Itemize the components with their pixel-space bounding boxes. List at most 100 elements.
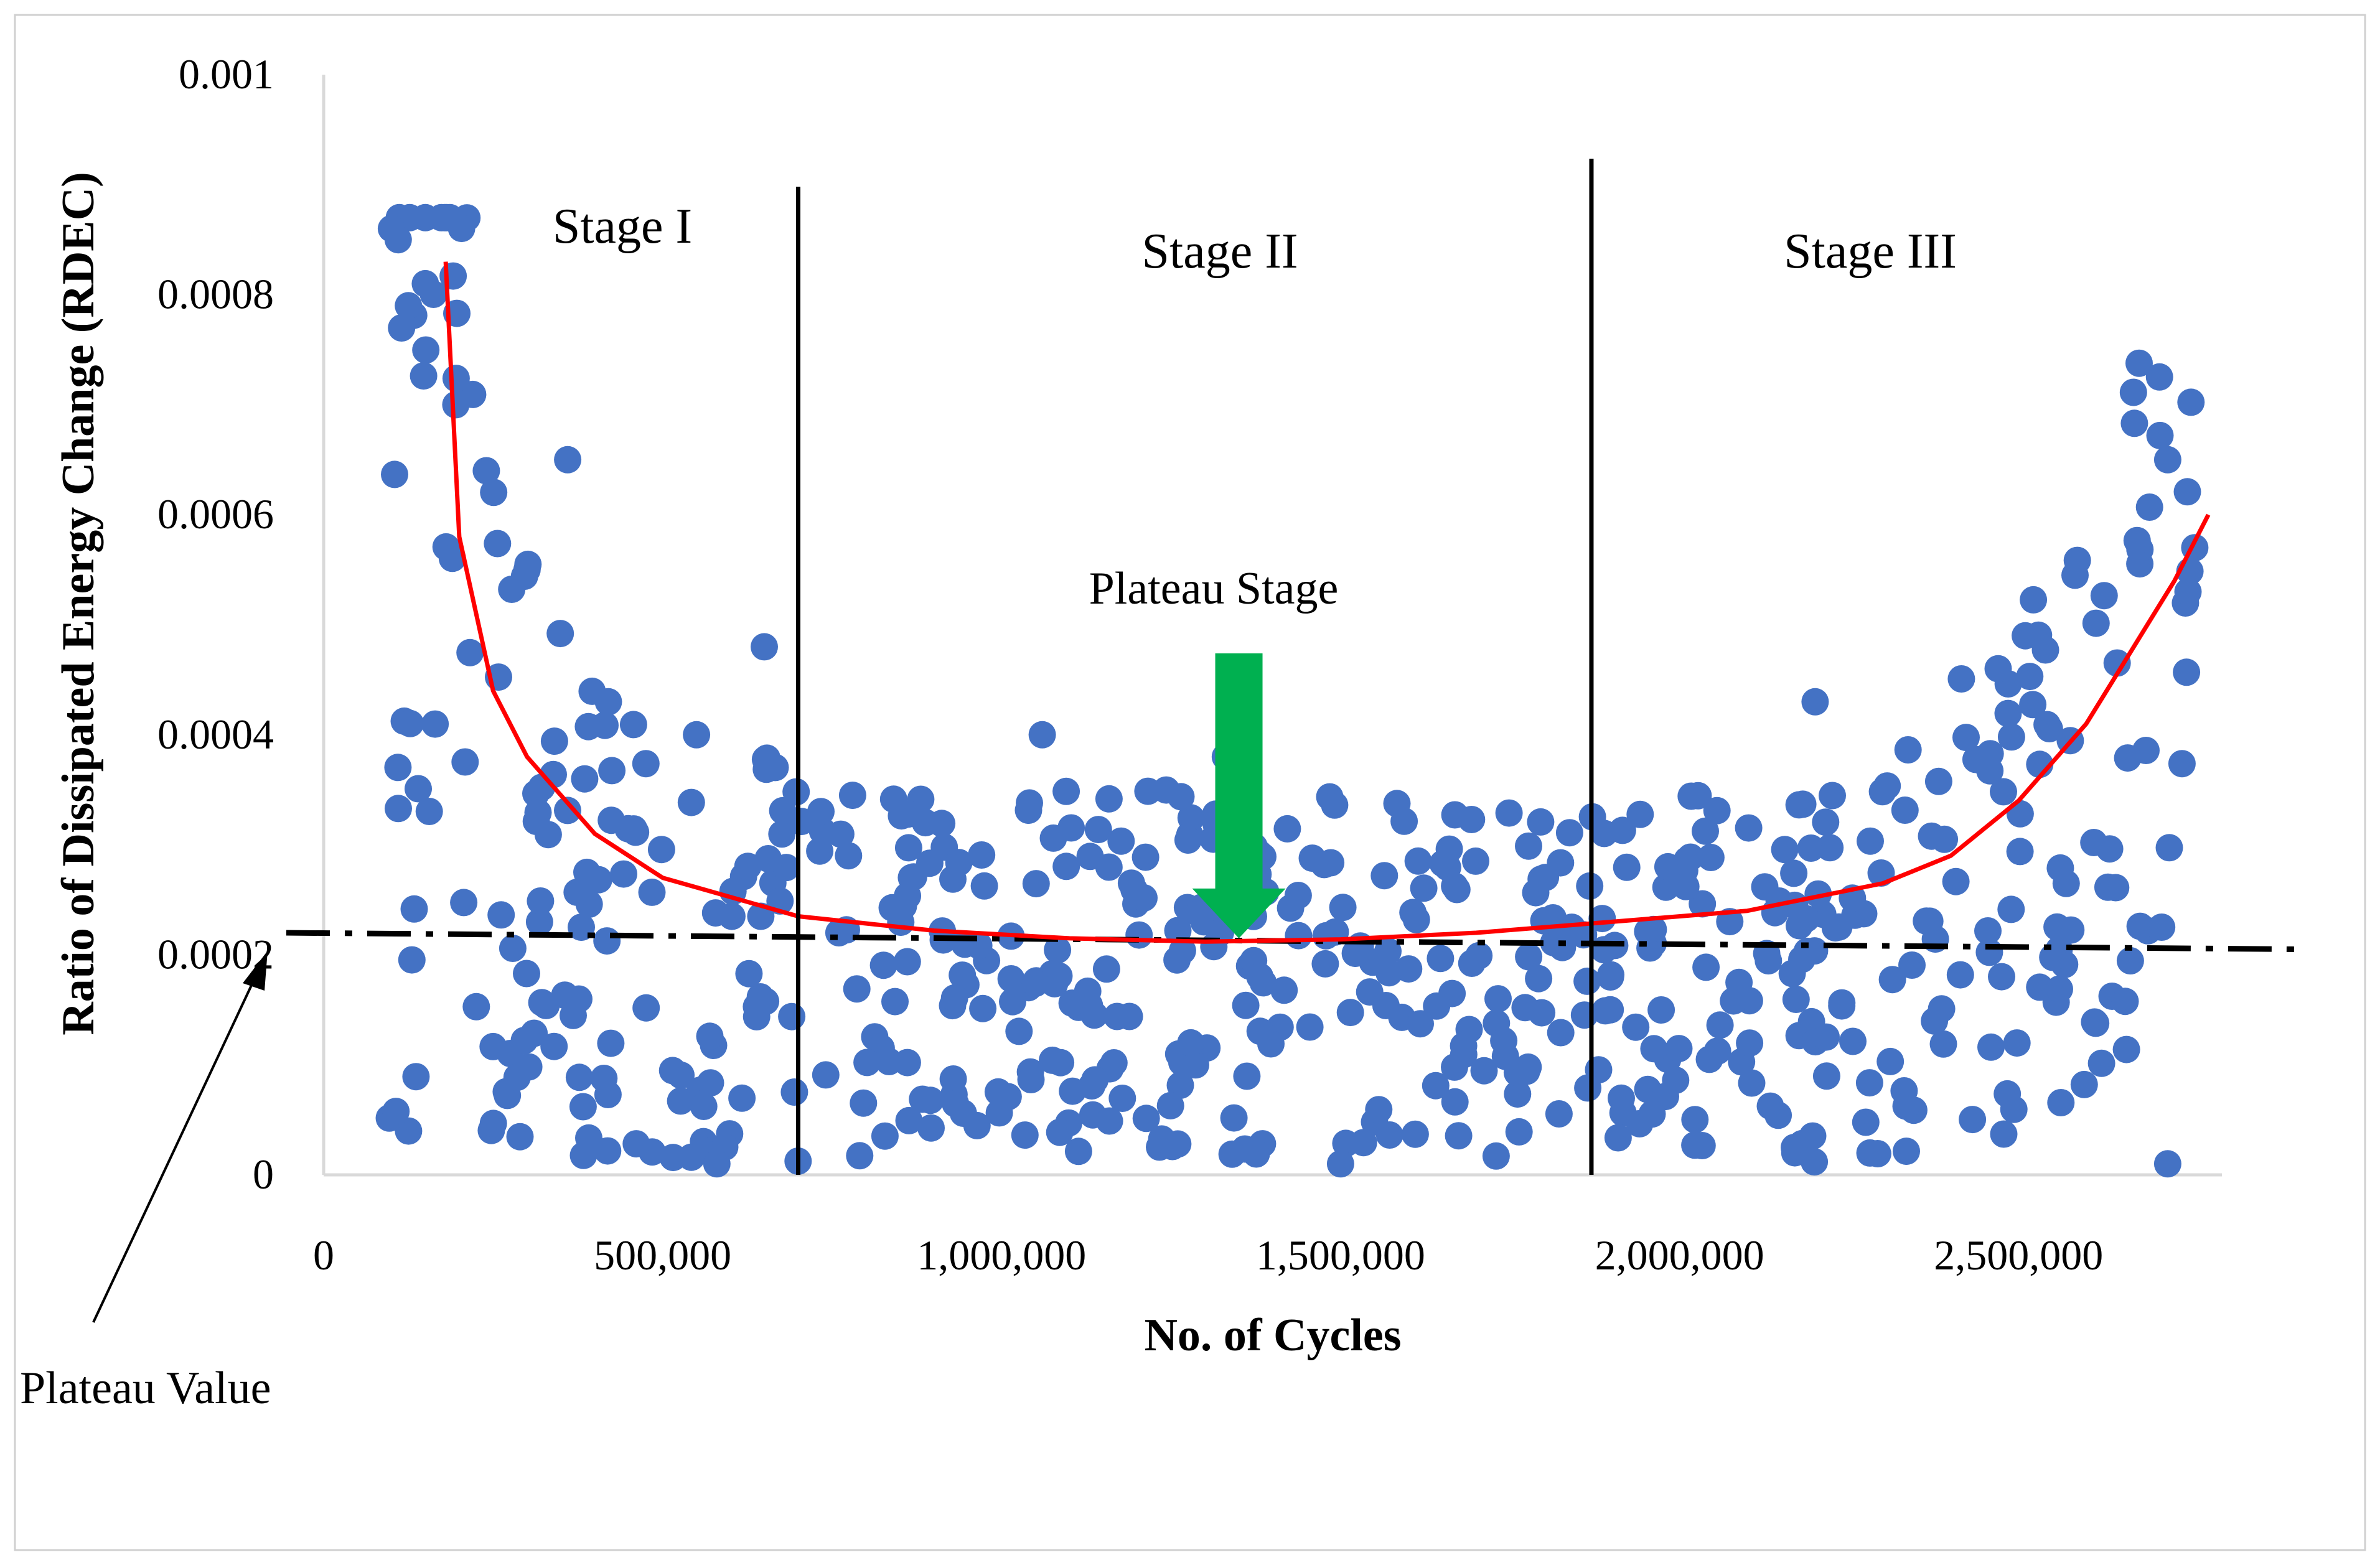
data-point bbox=[632, 994, 660, 1022]
data-point bbox=[2082, 1009, 2110, 1037]
data-point bbox=[939, 865, 967, 893]
data-point bbox=[1174, 826, 1202, 854]
data-point bbox=[1921, 1007, 1949, 1035]
data-point bbox=[1942, 867, 1970, 895]
data-point bbox=[807, 798, 835, 826]
data-point bbox=[1692, 953, 1720, 981]
data-point bbox=[1781, 1139, 1809, 1167]
data-point bbox=[1273, 815, 1301, 843]
data-point bbox=[1626, 800, 1654, 828]
data-point bbox=[1443, 876, 1471, 904]
data-point bbox=[667, 1061, 695, 1089]
data-point bbox=[571, 765, 599, 793]
data-point bbox=[2016, 663, 2044, 691]
data-point bbox=[1604, 1124, 1632, 1152]
data-point bbox=[1689, 890, 1717, 918]
data-point bbox=[1892, 1092, 1920, 1120]
data-point bbox=[421, 710, 449, 738]
x-tick-label-3: 1,500,000 bbox=[1256, 1231, 1425, 1279]
data-point bbox=[1852, 1108, 1880, 1136]
data-point bbox=[1092, 955, 1120, 983]
data-point bbox=[2173, 478, 2201, 506]
data-point bbox=[439, 262, 467, 290]
data-point bbox=[1233, 1062, 1261, 1090]
data-point bbox=[647, 836, 675, 864]
data-point bbox=[1450, 1032, 1478, 1060]
data-point bbox=[2057, 916, 2085, 944]
data-point bbox=[1821, 914, 1849, 942]
data-point bbox=[1638, 1100, 1666, 1128]
data-point bbox=[569, 1093, 597, 1121]
data-point bbox=[1482, 1142, 1510, 1170]
data-point bbox=[1574, 1074, 1602, 1102]
data-point bbox=[1445, 1122, 1473, 1150]
data-point bbox=[415, 798, 443, 825]
data-point bbox=[1402, 905, 1430, 933]
data-point bbox=[479, 1110, 507, 1138]
data-point bbox=[503, 1063, 531, 1091]
data-point bbox=[1924, 767, 1952, 795]
data-point bbox=[1375, 1121, 1403, 1149]
data-point bbox=[382, 1098, 410, 1126]
chart-border bbox=[14, 14, 2366, 1551]
data-point bbox=[1856, 1139, 1884, 1167]
y-tick-label-2: 0.0004 bbox=[157, 711, 274, 758]
data-point bbox=[752, 988, 780, 1016]
data-point bbox=[997, 965, 1025, 993]
data-point bbox=[2006, 838, 2034, 866]
data-point bbox=[1321, 791, 1349, 819]
data-point bbox=[1011, 1121, 1039, 1149]
data-point bbox=[1108, 1085, 1136, 1112]
data-point bbox=[594, 688, 622, 716]
data-point bbox=[1484, 985, 1512, 1013]
data-point bbox=[584, 866, 612, 894]
data-point bbox=[450, 889, 478, 917]
data-point bbox=[2082, 609, 2110, 637]
x-tick-label-1: 500,000 bbox=[594, 1231, 731, 1279]
data-point bbox=[480, 479, 508, 507]
data-point bbox=[1515, 832, 1542, 860]
data-point bbox=[1878, 966, 1906, 994]
data-point bbox=[522, 808, 550, 835]
data-point bbox=[1596, 996, 1624, 1024]
data-point bbox=[1782, 986, 1810, 1013]
data-point bbox=[2126, 912, 2154, 940]
data-point bbox=[2046, 854, 2074, 882]
data-point bbox=[1021, 969, 1049, 997]
data-point bbox=[1125, 921, 1153, 949]
data-point bbox=[2114, 744, 2142, 772]
data-point bbox=[2019, 691, 2047, 719]
data-point bbox=[893, 948, 921, 976]
data-point bbox=[1148, 1125, 1176, 1153]
data-point bbox=[398, 946, 426, 974]
data-point bbox=[2155, 834, 2183, 862]
data-point bbox=[1515, 943, 1543, 971]
data-point bbox=[1918, 822, 1946, 850]
trend-curve-group bbox=[443, 261, 2211, 944]
data-point bbox=[1812, 1023, 1840, 1051]
stage-label-3: Stage III bbox=[1784, 224, 1957, 279]
data-point bbox=[1738, 1069, 1766, 1097]
data-point bbox=[1665, 1035, 1693, 1063]
data-point bbox=[1495, 799, 1523, 827]
y-tick-label-0: 0 bbox=[253, 1151, 274, 1198]
data-point bbox=[1458, 806, 1486, 833]
data-point bbox=[498, 576, 526, 603]
data-point bbox=[638, 878, 666, 906]
data-point bbox=[2145, 363, 2173, 391]
data-point bbox=[1514, 1053, 1542, 1081]
y-tick-label-5: 0.001 bbox=[179, 50, 274, 98]
data-point bbox=[384, 226, 412, 254]
data-point bbox=[2031, 636, 2059, 664]
plateau-stage-arrow bbox=[1192, 653, 1286, 938]
data-point bbox=[1801, 688, 1829, 716]
data-point bbox=[396, 709, 424, 737]
data-point bbox=[696, 1069, 724, 1097]
data-point bbox=[1828, 992, 1856, 1020]
data-point bbox=[1588, 905, 1616, 933]
data-point bbox=[701, 899, 729, 927]
data-point bbox=[780, 1078, 808, 1106]
data-point bbox=[622, 818, 650, 846]
data-point bbox=[683, 721, 711, 749]
